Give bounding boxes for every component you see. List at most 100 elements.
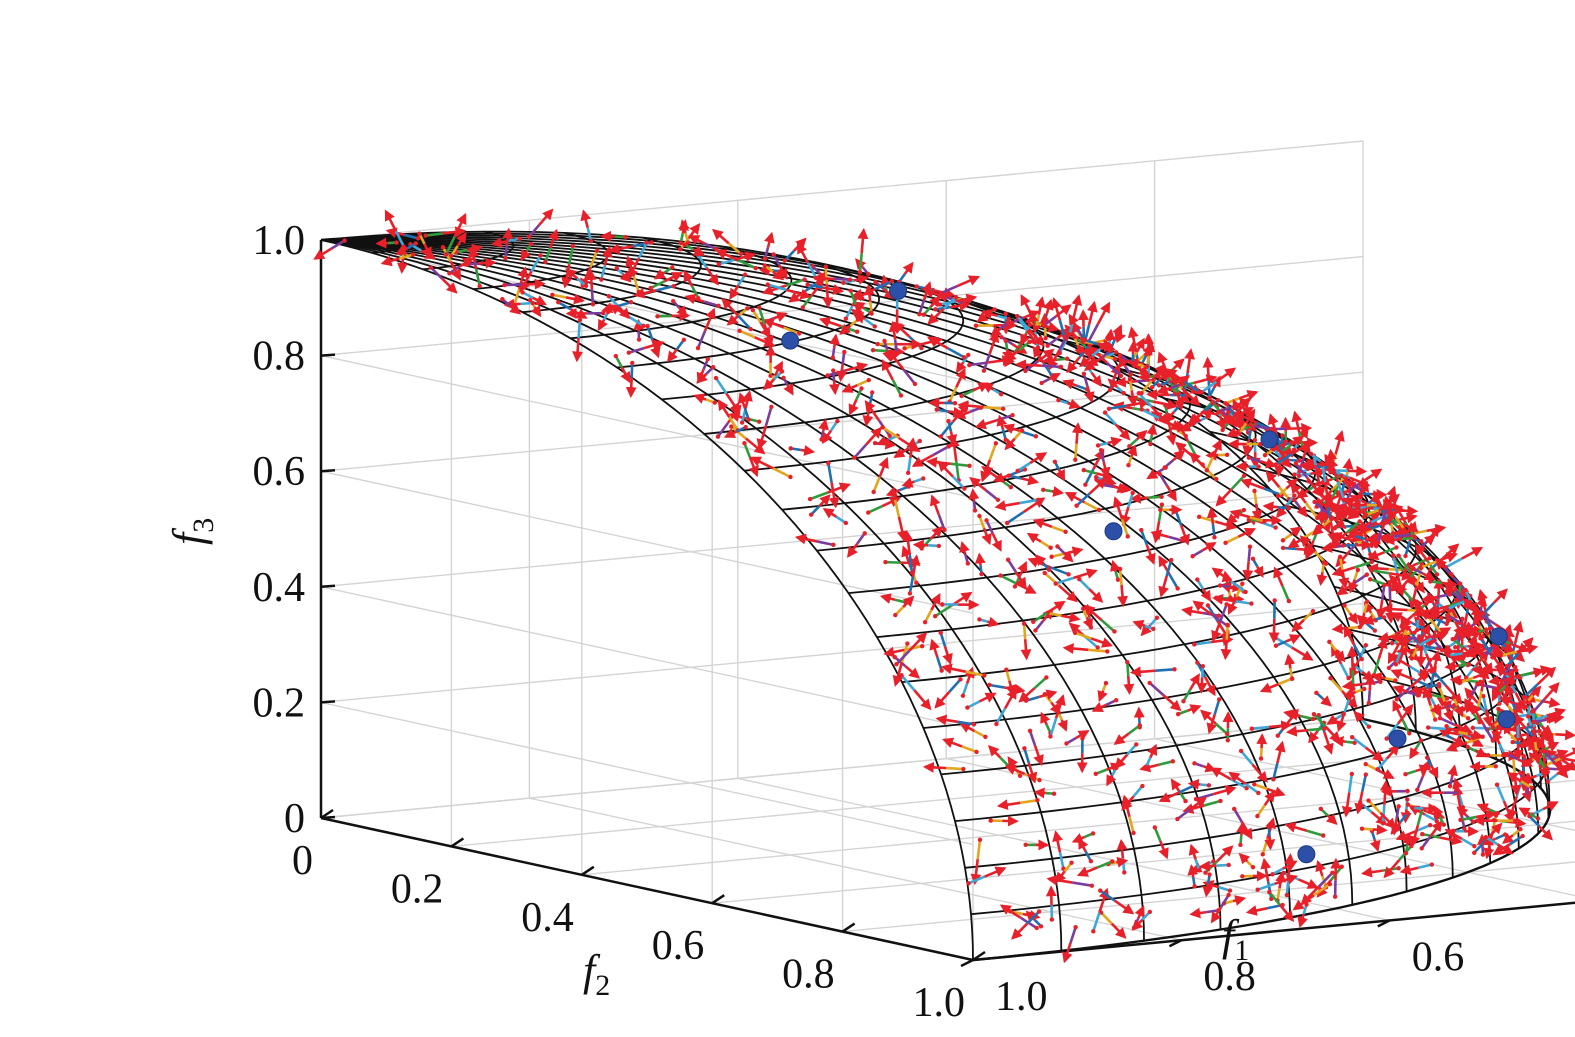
vector-origin [1175, 816, 1180, 822]
vector-arrow [1240, 478, 1265, 490]
vector-origin [1513, 818, 1518, 823]
vector-origin [841, 280, 846, 286]
vector-origin [1036, 909, 1042, 914]
vector-arrow [1112, 496, 1124, 520]
vector-arrow [688, 235, 706, 246]
vector-origin [1275, 733, 1280, 738]
vector-trail [714, 377, 728, 395]
vector-trail [940, 284, 959, 295]
vector-origin [443, 252, 449, 257]
vector-origin [1403, 772, 1408, 777]
vector-trail [1078, 578, 1091, 591]
vector-trail [1120, 518, 1129, 537]
vector-arrow [1229, 509, 1251, 520]
vector-origin [1410, 805, 1415, 811]
vector-origin [992, 307, 997, 312]
vector-trail [939, 632, 947, 647]
vector-origin [1543, 767, 1548, 772]
vector-trail [999, 574, 1017, 585]
vector-arrow [1017, 560, 1028, 577]
vector-arrow [934, 690, 951, 709]
vector-arrow [1240, 821, 1253, 840]
vector-origin [1103, 680, 1109, 686]
vector-arrow [1466, 626, 1479, 638]
vector-arrow [773, 360, 784, 377]
vector-trail [1196, 662, 1207, 678]
vector-origin [1457, 790, 1463, 795]
vector-trail [918, 299, 926, 315]
vector-origin [1296, 473, 1302, 479]
vector-origin [1051, 791, 1057, 796]
vector-trail [968, 875, 986, 885]
vector-trail [809, 491, 828, 501]
vector-trail [932, 445, 950, 457]
vector-arrow [970, 859, 982, 886]
vector-origin [695, 252, 701, 257]
vector-origin [1273, 462, 1279, 467]
vector-arrow [1068, 313, 1079, 330]
vector-trail [984, 489, 999, 501]
vector-origin [1359, 826, 1365, 831]
vector-arrow [862, 406, 874, 427]
vector-origin [538, 253, 543, 258]
vector-origin [1321, 560, 1327, 565]
vector-trail [1118, 568, 1123, 586]
vector-origin [543, 259, 548, 265]
vector-origin [862, 531, 867, 536]
vector-trail [1448, 599, 1467, 610]
vector-origin [1480, 651, 1485, 656]
vector-origin [938, 630, 943, 636]
vector-trail [512, 288, 521, 307]
vector-trail [1106, 362, 1122, 377]
vector-trail [1018, 340, 1031, 352]
vector-arrow [773, 311, 788, 323]
vector-arrow [1381, 603, 1408, 615]
vector-trail [1445, 557, 1463, 569]
vector-arrow [1242, 439, 1254, 457]
vector-origin [1351, 663, 1357, 668]
vector-origin [1386, 665, 1392, 671]
vector-arrow [1106, 762, 1123, 773]
vector-origin [1217, 583, 1223, 588]
vector-trail [893, 339, 899, 354]
vector-origin [1454, 729, 1459, 735]
vector-trail [1108, 404, 1127, 411]
vector-arrow [902, 530, 914, 555]
vector-trail [1072, 881, 1093, 887]
vector-trail [942, 296, 957, 310]
vector-origin [1390, 531, 1396, 536]
vector-origin [866, 271, 871, 277]
vector-arrow [509, 303, 522, 315]
vector-origin [1286, 598, 1292, 604]
vector-origin [917, 312, 922, 317]
vector-trail [849, 290, 857, 306]
vector-arrow [1530, 685, 1542, 698]
vector-origin [796, 331, 802, 336]
vector-arrow [1390, 818, 1402, 836]
vector-arrow [1477, 588, 1488, 612]
vector-origin [1003, 338, 1008, 344]
vector-trail [1533, 718, 1547, 724]
vector-origin [1518, 826, 1523, 832]
vector-arrow [1347, 612, 1358, 625]
vector-origin [1269, 426, 1274, 432]
vector-trail [816, 540, 834, 547]
vector-trail [696, 253, 708, 269]
vector-trail [1294, 462, 1309, 479]
vector-origin [681, 337, 687, 343]
vector-arrow [1062, 643, 1089, 654]
vector-trail [1275, 452, 1293, 466]
vector-trail [983, 405, 1004, 411]
vector-trail [1482, 695, 1488, 710]
vector-trail [1393, 533, 1413, 538]
vector-origin [762, 263, 768, 268]
vector-trail [872, 476, 881, 493]
vector-trail [1158, 473, 1169, 487]
vector-origin [961, 766, 966, 772]
vector-origin [1490, 724, 1496, 730]
vector-origin [1231, 806, 1237, 812]
vector-origin [1352, 740, 1357, 745]
vector-arrow [520, 249, 531, 262]
vector-trail [568, 245, 575, 265]
vector-origin [1272, 598, 1277, 603]
